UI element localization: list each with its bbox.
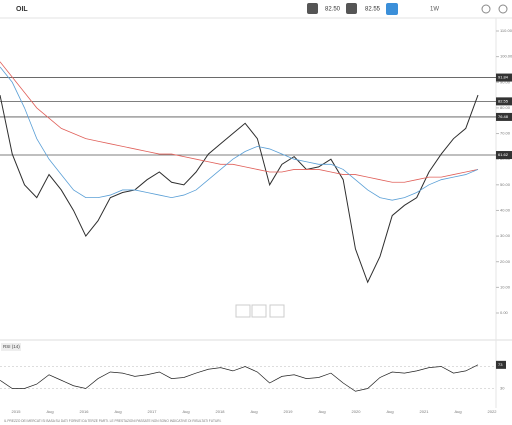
level-label: 91.84 — [498, 75, 509, 80]
y-tick-label: 100.00 — [500, 54, 512, 59]
rsi-label: RSI (14) — [3, 344, 20, 349]
x-tick-label: Aug — [454, 409, 461, 414]
rsi-line — [0, 364, 479, 392]
x-tick-label: 2022 — [488, 409, 498, 414]
disclaimer: IL PREZZO DEI MERCATI SI BASA SU DATI FO… — [4, 419, 221, 423]
x-tick-label: 2020 — [352, 409, 362, 414]
y-tick-label: 110.00 — [500, 28, 512, 33]
rsi-last-tag — [496, 360, 506, 369]
series-line — [0, 94, 479, 284]
y-tick-label: 90.00 — [500, 79, 511, 84]
close-button[interactable] — [498, 4, 508, 14]
crosshair-button[interactable] — [386, 3, 398, 15]
rsi-tag — [1, 343, 21, 351]
sell-button[interactable] — [307, 3, 318, 14]
x-tick-label: Aug — [114, 409, 121, 414]
series-line — [0, 61, 479, 183]
y-tick-label: 20.00 — [500, 259, 511, 264]
x-tick-label: Aug — [182, 409, 189, 414]
y-tick-label: 0.00 — [500, 310, 509, 315]
y-tick-label: 70.00 — [500, 131, 511, 136]
rsi-tick-label: 30 — [500, 386, 505, 391]
buy-price: 82.55 — [365, 7, 381, 13]
x-tick-label: Aug — [386, 409, 393, 414]
settings-button[interactable] — [481, 4, 491, 14]
y-tick-label: 10.00 — [500, 284, 511, 289]
level-tag — [496, 151, 512, 160]
toolbar — [0, 0, 512, 18]
sell-price: 82.50 — [325, 7, 341, 13]
interval[interactable]: 1W — [430, 7, 439, 13]
zoom-controls — [235, 304, 285, 318]
x-tick-label: 2016 — [80, 409, 90, 414]
level-label: 82.55 — [498, 98, 509, 103]
level-tag — [496, 97, 512, 106]
x-tick-label: 2015 — [12, 409, 22, 414]
share[interactable] — [269, 304, 285, 318]
x-tick-label: Aug — [250, 409, 257, 414]
zoom-out[interactable] — [235, 304, 251, 318]
x-tick-label: Aug — [318, 409, 325, 414]
x-tick-label: Aug — [46, 409, 53, 414]
y-tick-label: 30.00 — [500, 233, 511, 238]
x-tick-label: 2019 — [284, 409, 294, 414]
rsi-last: 73 — [498, 362, 503, 367]
x-tick-label: 2021 — [420, 409, 430, 414]
y-tick-label: 40.00 — [500, 208, 511, 213]
level-label: 76.48 — [498, 114, 509, 119]
x-tick-label: 2017 — [148, 409, 158, 414]
level-label: 61.62 — [498, 152, 509, 157]
y-tick-label: 50.00 — [500, 182, 511, 187]
symbol: OIL — [16, 6, 28, 13]
zoom-in[interactable] — [251, 304, 267, 318]
x-tick-label: 2018 — [216, 409, 226, 414]
buy-button[interactable] — [346, 3, 357, 14]
level-tag — [496, 73, 512, 82]
series-line — [0, 66, 479, 201]
level-tag — [496, 112, 512, 121]
y-tick-label: 80.00 — [500, 105, 511, 110]
